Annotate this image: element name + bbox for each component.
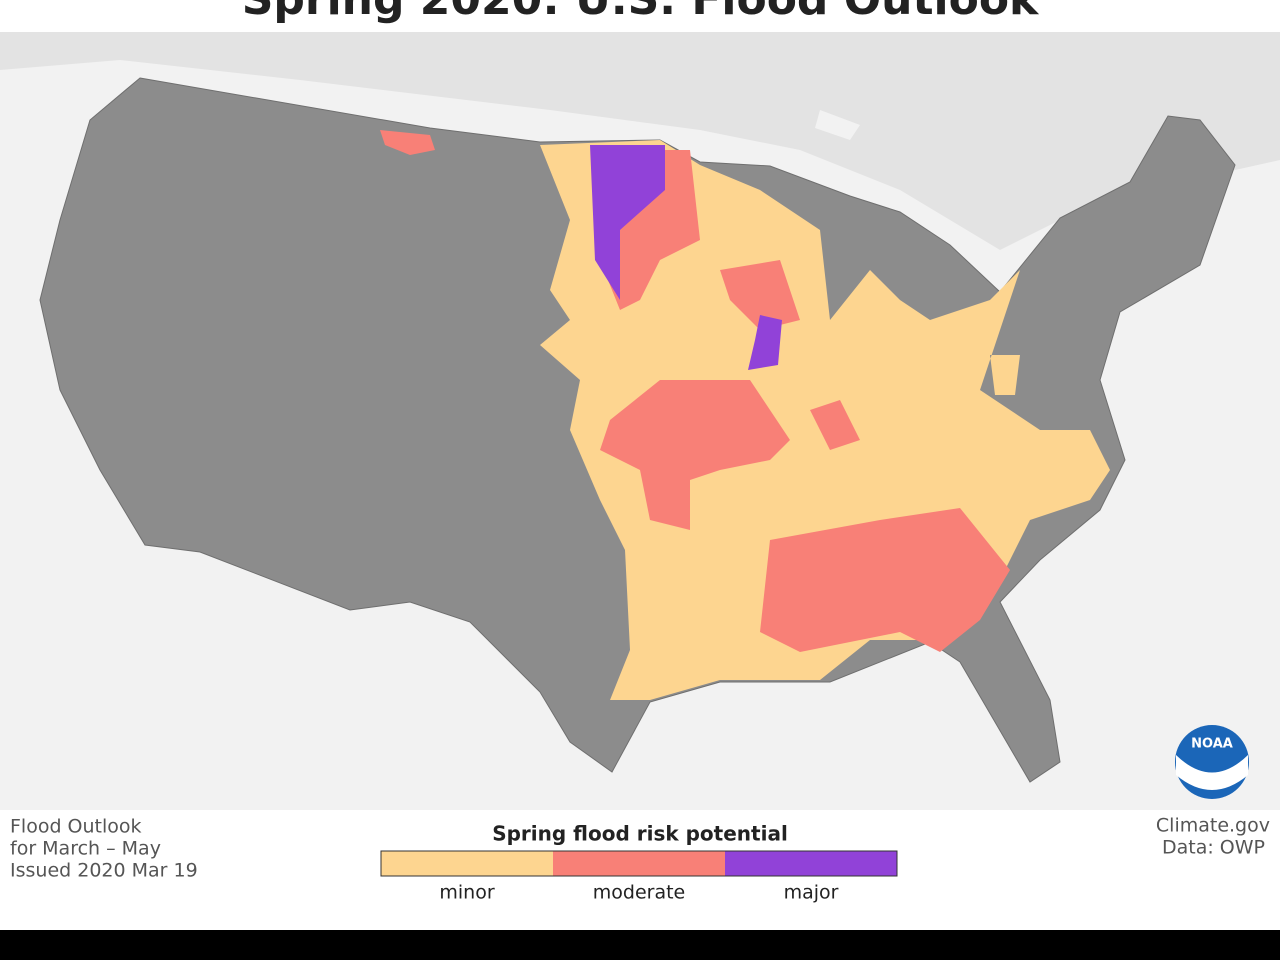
legend-swatch — [725, 851, 897, 876]
info-line: Flood Outlook — [10, 816, 142, 838]
legend-label: moderate — [593, 882, 685, 904]
map-title: Spring 2020: U.S. Flood Outlook — [242, 0, 1040, 25]
legend-border — [380, 850, 898, 877]
info-line: for March – May — [10, 838, 161, 860]
legend-title: Spring flood risk potential — [492, 822, 788, 846]
flood-region — [590, 145, 782, 370]
legend: minor moderate major — [380, 850, 898, 904]
flood-region — [380, 130, 435, 155]
canada — [0, 32, 1280, 250]
legend-label: minor — [439, 882, 494, 904]
legend-swatch — [553, 851, 725, 876]
legend-label: major — [784, 882, 839, 904]
logo-wave — [1176, 755, 1248, 790]
flood-region — [600, 380, 860, 530]
credit-line: Climate.gov — [1156, 815, 1270, 837]
logo-text: NOAA — [1191, 737, 1233, 752]
legend-swatch — [381, 851, 553, 876]
credit-line: Data: OWP — [1162, 837, 1265, 859]
info-line: Issued 2020 Mar 19 — [10, 860, 198, 882]
lake — [815, 110, 860, 140]
bottom-bar — [0, 930, 1280, 960]
flood-region — [760, 508, 1010, 652]
